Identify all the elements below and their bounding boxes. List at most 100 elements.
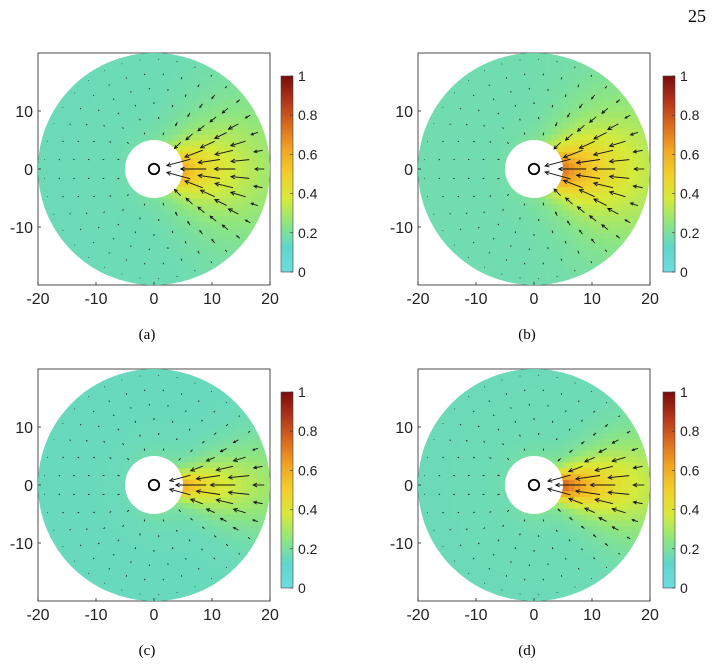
- heat-cell: [113, 244, 120, 251]
- heat-cell: [194, 444, 201, 451]
- heat-cell: [159, 531, 167, 538]
- heat-cell: [101, 548, 109, 556]
- flow-arrow: [214, 183, 234, 189]
- heat-cell: [528, 53, 535, 60]
- heat-cell: [84, 215, 91, 222]
- heat-cell: [464, 496, 471, 503]
- heat-cell: [159, 215, 167, 222]
- arrow-head: [230, 158, 236, 164]
- heat-cell: [429, 209, 436, 216]
- heat-cell: [447, 122, 454, 129]
- heat-cell: [592, 203, 599, 211]
- heat-cell: [165, 543, 172, 550]
- heat-cell: [125, 227, 132, 234]
- heat-cell: [159, 238, 167, 245]
- heat-cell: [78, 537, 85, 544]
- heat-cell: [528, 256, 535, 263]
- heat-cell: [90, 99, 97, 106]
- heat-cell: [194, 250, 201, 257]
- heat-cell: [183, 111, 190, 118]
- heat-cell: [568, 87, 576, 95]
- heat-cell: [165, 232, 172, 240]
- heat-cell: [447, 438, 454, 445]
- heat-cell: [241, 169, 248, 176]
- heat-cell: [154, 76, 161, 83]
- heat-cell: [429, 221, 436, 228]
- heat-cell: [586, 174, 593, 182]
- heat-cell: [568, 192, 576, 199]
- heat-cell: [49, 209, 56, 216]
- heat-cell: [171, 595, 178, 601]
- heat-cell: [632, 145, 639, 153]
- heat-cell: [49, 192, 56, 199]
- heat-cell: [90, 221, 97, 228]
- heat-cell: [212, 514, 219, 521]
- heat-cell: [435, 105, 442, 112]
- heat-cell: [487, 203, 494, 211]
- heat-cell: [38, 496, 45, 503]
- heat-cell: [499, 93, 506, 100]
- flow-arrow: [69, 123, 71, 125]
- heat-cell: [206, 76, 213, 83]
- heat-cell: [223, 198, 230, 205]
- heat-cell: [43, 456, 51, 463]
- heat-cell: [96, 186, 103, 193]
- heat-cell: [568, 232, 576, 240]
- heat-cell: [597, 82, 605, 89]
- heat-cell: [235, 490, 242, 498]
- heat-cell: [159, 87, 167, 95]
- heat-cell: [464, 186, 471, 193]
- heat-cell: [148, 543, 155, 550]
- flow-arrow: [589, 215, 597, 222]
- heat-cell: [61, 169, 68, 176]
- heat-cell: [154, 403, 161, 411]
- heat-cell: [470, 519, 477, 527]
- heat-cell: [539, 279, 547, 285]
- heat-cell: [615, 122, 622, 129]
- heat-cell: [171, 432, 178, 440]
- heat-cell: [476, 386, 483, 393]
- heat-cell: [264, 467, 270, 474]
- heat-cell: [194, 467, 201, 474]
- heat-cell: [441, 427, 448, 434]
- heat-cell: [516, 256, 523, 263]
- heat-cell: [493, 186, 500, 193]
- heat-cell: [246, 537, 254, 544]
- colorbar-tick-label: 0.2: [298, 225, 318, 241]
- heat-cell: [101, 186, 109, 193]
- heat-cell: [223, 548, 230, 556]
- heat-cell: [55, 163, 62, 170]
- heat-cell: [563, 163, 570, 170]
- heat-cell: [597, 215, 605, 222]
- heat-cell: [632, 163, 639, 170]
- heat-cell: [165, 514, 172, 521]
- heat-cell: [545, 111, 552, 118]
- heat-cell: [638, 174, 645, 182]
- heat-cell: [125, 186, 132, 193]
- heat-cell: [78, 250, 85, 257]
- heat-cell: [452, 508, 460, 515]
- heat-cell: [563, 76, 570, 83]
- heat-cell: [177, 267, 184, 274]
- heat-cell: [435, 116, 442, 124]
- heat-cell: [458, 427, 465, 434]
- heat-cell: [142, 105, 149, 112]
- heat-cell: [177, 502, 184, 509]
- heat-cell: [130, 279, 138, 285]
- heat-cell: [142, 409, 149, 416]
- heat-cell: [563, 82, 570, 89]
- heat-cell: [38, 456, 45, 463]
- heat-cell: [493, 525, 500, 532]
- heat-cell: [177, 409, 184, 416]
- heat-cell: [154, 595, 161, 601]
- heat-cell: [223, 192, 230, 199]
- heat-cell: [458, 496, 465, 503]
- heat-cell: [194, 572, 201, 579]
- heat-cell: [165, 64, 172, 71]
- heat-cell: [229, 560, 236, 567]
- heat-cell: [493, 409, 500, 416]
- heat-cell: [615, 99, 622, 106]
- heat-cell: [200, 70, 207, 77]
- heat-cell: [609, 192, 616, 199]
- heat-cell: [597, 87, 605, 95]
